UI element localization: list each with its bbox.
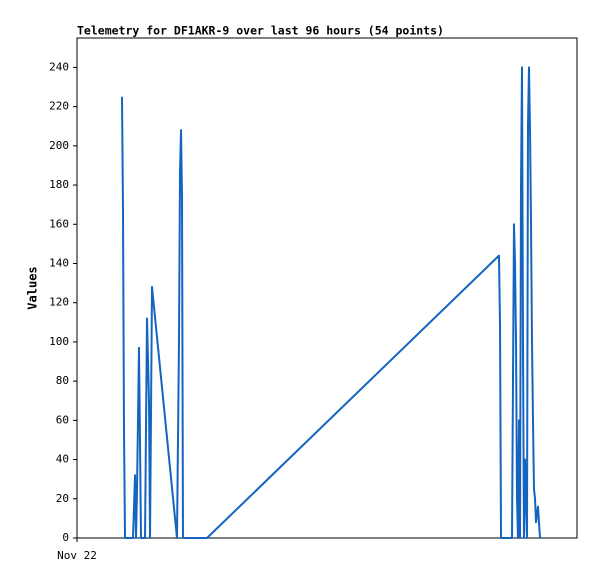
y-axis-label: Values	[26, 266, 40, 309]
chart-title: Telemetry for DF1AKR-9 over last 96 hour…	[77, 24, 444, 38]
x-tick-label: Nov 22	[57, 549, 97, 562]
y-tick-label: 60	[56, 413, 69, 426]
y-tick-label: 0	[62, 531, 69, 544]
y-tick-label: 40	[56, 453, 69, 466]
y-tick-label: 20	[56, 492, 69, 505]
y-tick-label: 120	[49, 296, 69, 309]
y-tick-label: 180	[49, 178, 69, 191]
plot-frame	[76, 37, 578, 539]
y-tick-label: 100	[49, 335, 69, 348]
data-line	[121, 66, 542, 539]
y-tick-label: 220	[49, 100, 69, 113]
y-tick-label: 160	[49, 217, 69, 230]
y-tick-label: 80	[56, 374, 69, 387]
y-tick-label: 200	[49, 139, 69, 152]
y-tick-label: 240	[49, 60, 69, 73]
y-tick-label: 140	[49, 256, 69, 269]
